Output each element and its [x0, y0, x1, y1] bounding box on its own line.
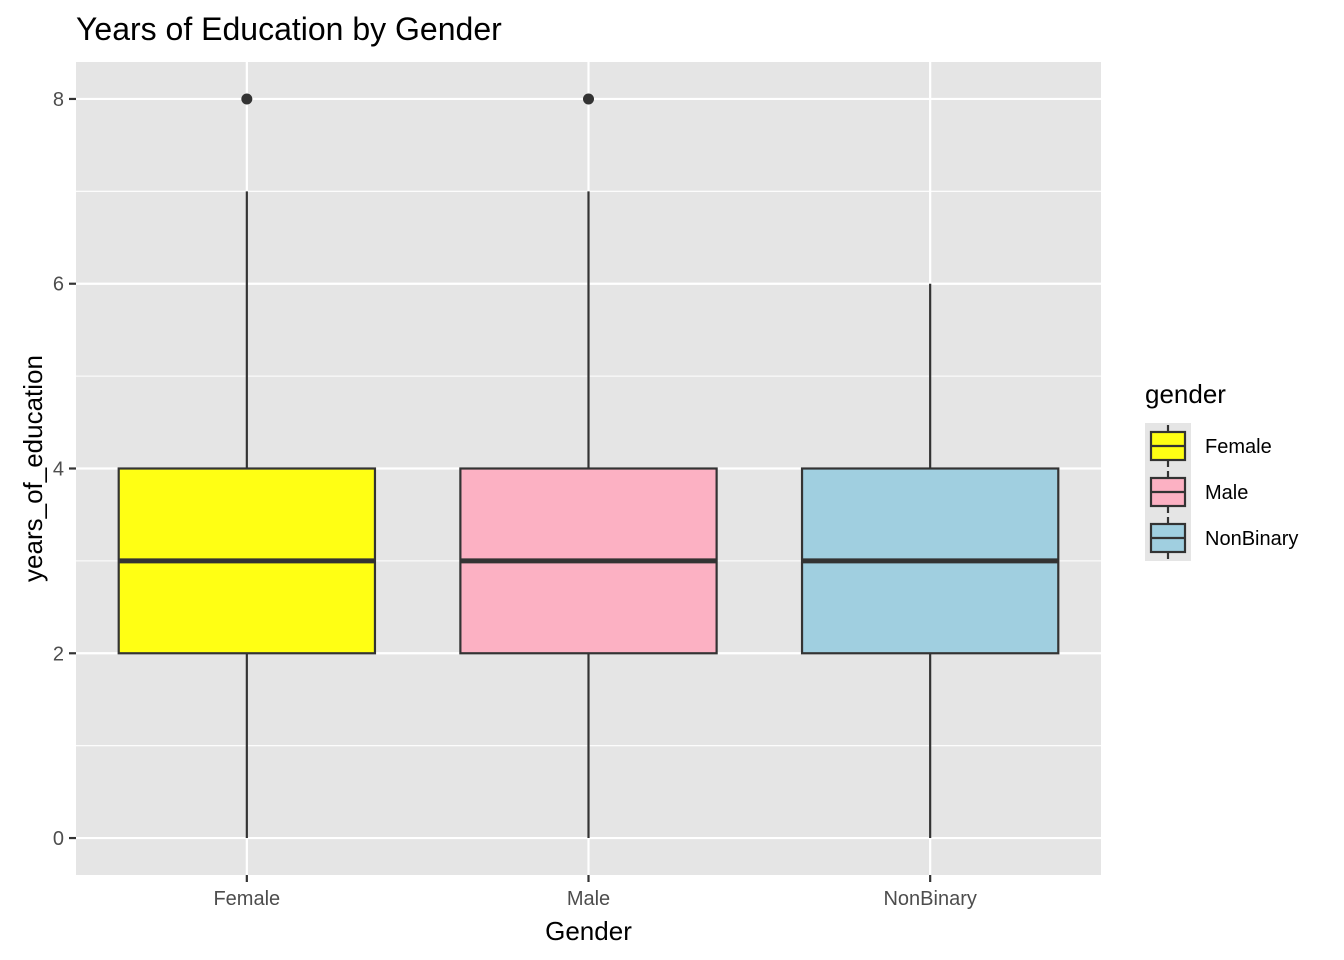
y-tick-label: 4	[53, 459, 64, 481]
outlier-point	[241, 93, 253, 105]
chart-title: Years of Education by Gender	[76, 11, 502, 47]
y-tick-label: 8	[53, 89, 64, 111]
legend-entry-female: Female	[1145, 423, 1272, 469]
box-nonbinary	[800, 283, 1060, 839]
box-female	[117, 93, 377, 839]
x-axis-title: Gender	[545, 916, 632, 946]
x-tick-label: Female	[213, 888, 280, 910]
x-tick-label: NonBinary	[883, 888, 976, 910]
box-male	[459, 93, 718, 839]
legend-title: gender	[1145, 379, 1226, 409]
y-tick-label: 2	[53, 643, 64, 665]
legend-entry-male: Male	[1145, 469, 1248, 515]
y-tick-label: 0	[53, 828, 64, 850]
y-tick-label: 6	[53, 274, 64, 296]
legend-label: NonBinary	[1205, 528, 1298, 550]
legend-entry-nonbinary: NonBinary	[1145, 515, 1298, 561]
y-axis-title: years_of_education	[18, 355, 48, 582]
x-tick-label: Male	[567, 888, 610, 910]
legend-label: Female	[1205, 436, 1272, 458]
outlier-point	[583, 93, 594, 105]
axis-layer: 0 2 4 6 8 Female Male NonBinary	[53, 89, 977, 910]
legend-label: Male	[1205, 482, 1248, 504]
legend: gender Female Male NonBinary	[1145, 379, 1298, 561]
box-layer	[117, 93, 1060, 839]
